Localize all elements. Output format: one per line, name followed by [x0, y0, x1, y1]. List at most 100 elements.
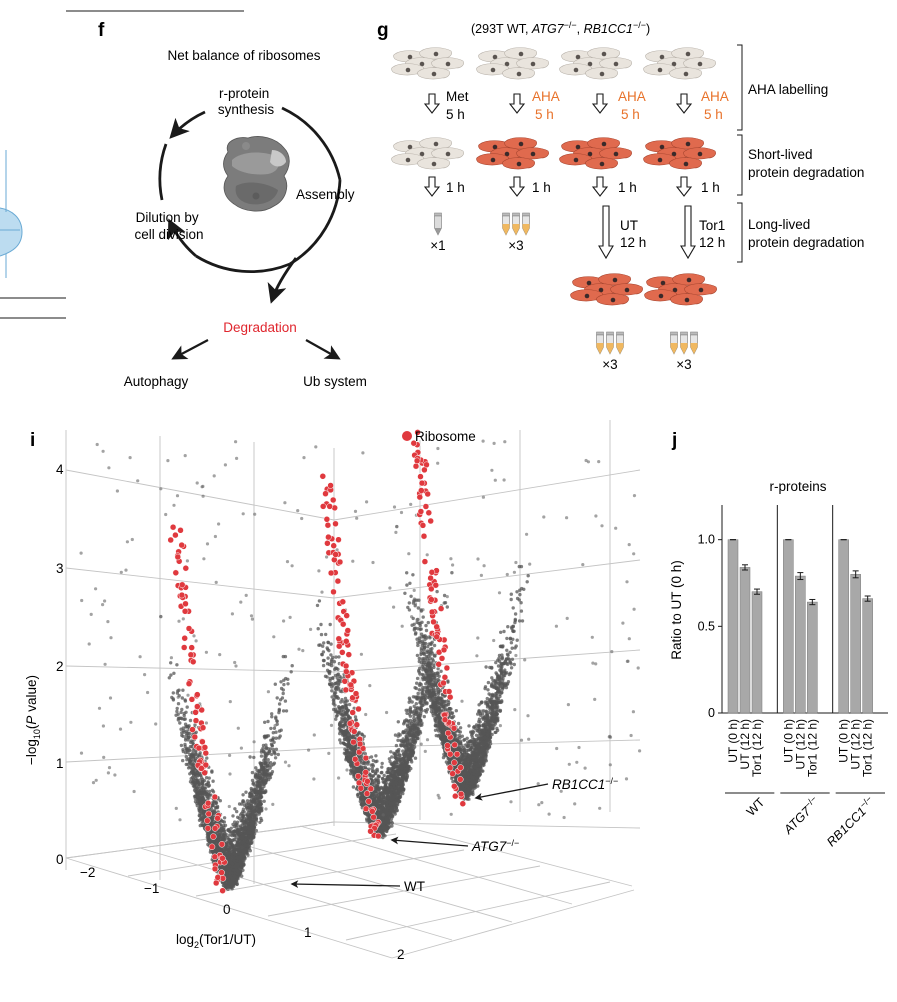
wt-point	[234, 853, 237, 856]
cells-row1-1	[392, 48, 464, 79]
dilution-label: Dilution by cell division	[134, 210, 203, 242]
atg7-point	[361, 762, 364, 765]
wt-point	[277, 753, 280, 756]
wt-point	[255, 817, 258, 820]
atg7-point	[395, 744, 398, 747]
atg7-point	[322, 641, 325, 644]
wt-point	[226, 841, 229, 844]
wt-point	[244, 827, 247, 830]
wt-point	[282, 692, 285, 695]
wt-point	[260, 768, 263, 771]
atg7-point	[334, 695, 337, 698]
wt-point	[263, 770, 266, 773]
wt-point	[252, 834, 255, 837]
atg7-point	[319, 623, 322, 626]
wt-point	[275, 737, 278, 740]
wt-point	[186, 705, 189, 708]
wt-point	[181, 696, 184, 699]
wt-point	[185, 755, 188, 758]
wt-point	[240, 841, 243, 844]
atg7-point	[326, 656, 329, 659]
wt-point	[274, 756, 277, 759]
wt-point	[219, 831, 222, 834]
wt-point	[250, 793, 253, 796]
wt-point	[232, 833, 235, 836]
atg7-point	[338, 738, 341, 741]
atg7-point	[443, 601, 446, 604]
wt-point	[266, 720, 269, 723]
wt-point	[228, 861, 231, 864]
wt-point	[263, 782, 266, 785]
wt-point	[249, 838, 252, 841]
atg7-point	[322, 659, 325, 662]
wt-point	[236, 856, 239, 859]
wt-point	[242, 800, 245, 803]
atg7-point	[341, 705, 344, 708]
wt-point	[279, 698, 282, 701]
atg7-point	[412, 712, 415, 715]
wt-point	[183, 698, 186, 701]
atg7-point	[423, 696, 426, 699]
atg7-point	[344, 711, 347, 714]
degradation-label: Degradation	[223, 320, 297, 335]
panel-g-letter: g	[377, 20, 389, 41]
grid-floor-a-2	[220, 838, 512, 922]
atg7-point	[356, 795, 359, 798]
step-4-time: 5 h	[704, 107, 723, 122]
wt-point	[263, 735, 266, 738]
atg7-point	[414, 757, 417, 760]
wt-point	[291, 664, 294, 667]
wt-point	[231, 814, 234, 817]
wt-point	[290, 670, 293, 673]
wt-point	[249, 807, 252, 810]
wt-point	[183, 714, 186, 717]
wt-point	[264, 758, 267, 761]
wt-point	[260, 754, 263, 757]
atg7-point	[330, 659, 333, 662]
tube-count-4: ×3	[676, 357, 691, 372]
atg7-point	[348, 703, 351, 706]
atg7-point	[421, 691, 424, 694]
step-2-label: AHA	[532, 89, 560, 104]
wt-point	[172, 698, 175, 701]
wt-point	[277, 736, 280, 739]
bracket-aha	[737, 45, 742, 130]
atg7-point	[446, 605, 449, 608]
atg7-point	[345, 738, 348, 741]
wt-point	[255, 829, 258, 832]
wt-point	[242, 863, 245, 866]
wt-point	[259, 817, 262, 820]
wt-point	[207, 781, 210, 784]
wt-point	[269, 761, 272, 764]
atg7-point	[374, 785, 377, 788]
atg7-point	[425, 710, 428, 713]
grid-floor-b-5	[392, 890, 634, 958]
atg7-point	[378, 788, 381, 791]
wt-point	[196, 795, 199, 798]
bracket-short	[737, 135, 742, 195]
wt-point	[219, 799, 222, 802]
wt-point	[252, 827, 255, 830]
wt-point	[225, 872, 228, 875]
wt-point	[181, 735, 184, 738]
wt-point	[179, 728, 182, 731]
wt-point	[182, 731, 185, 734]
wt-point	[245, 844, 248, 847]
wt-point	[245, 840, 248, 843]
wt-point	[251, 817, 254, 820]
wt-point	[272, 731, 275, 734]
atg7-point	[409, 747, 412, 750]
atg7-point	[338, 706, 341, 709]
grid-left-h-0	[66, 470, 334, 520]
wt-point	[211, 789, 214, 792]
atg7-point	[365, 817, 368, 820]
wt-point	[199, 797, 202, 800]
long-ut-time: 12 h	[620, 235, 646, 250]
wt-point	[194, 783, 197, 786]
wt-point	[178, 721, 181, 724]
cells-row2-4	[644, 138, 716, 169]
wt-point	[269, 727, 272, 730]
atg7-point	[354, 715, 357, 718]
atg7-point	[333, 660, 336, 663]
atg7-point	[330, 689, 333, 692]
